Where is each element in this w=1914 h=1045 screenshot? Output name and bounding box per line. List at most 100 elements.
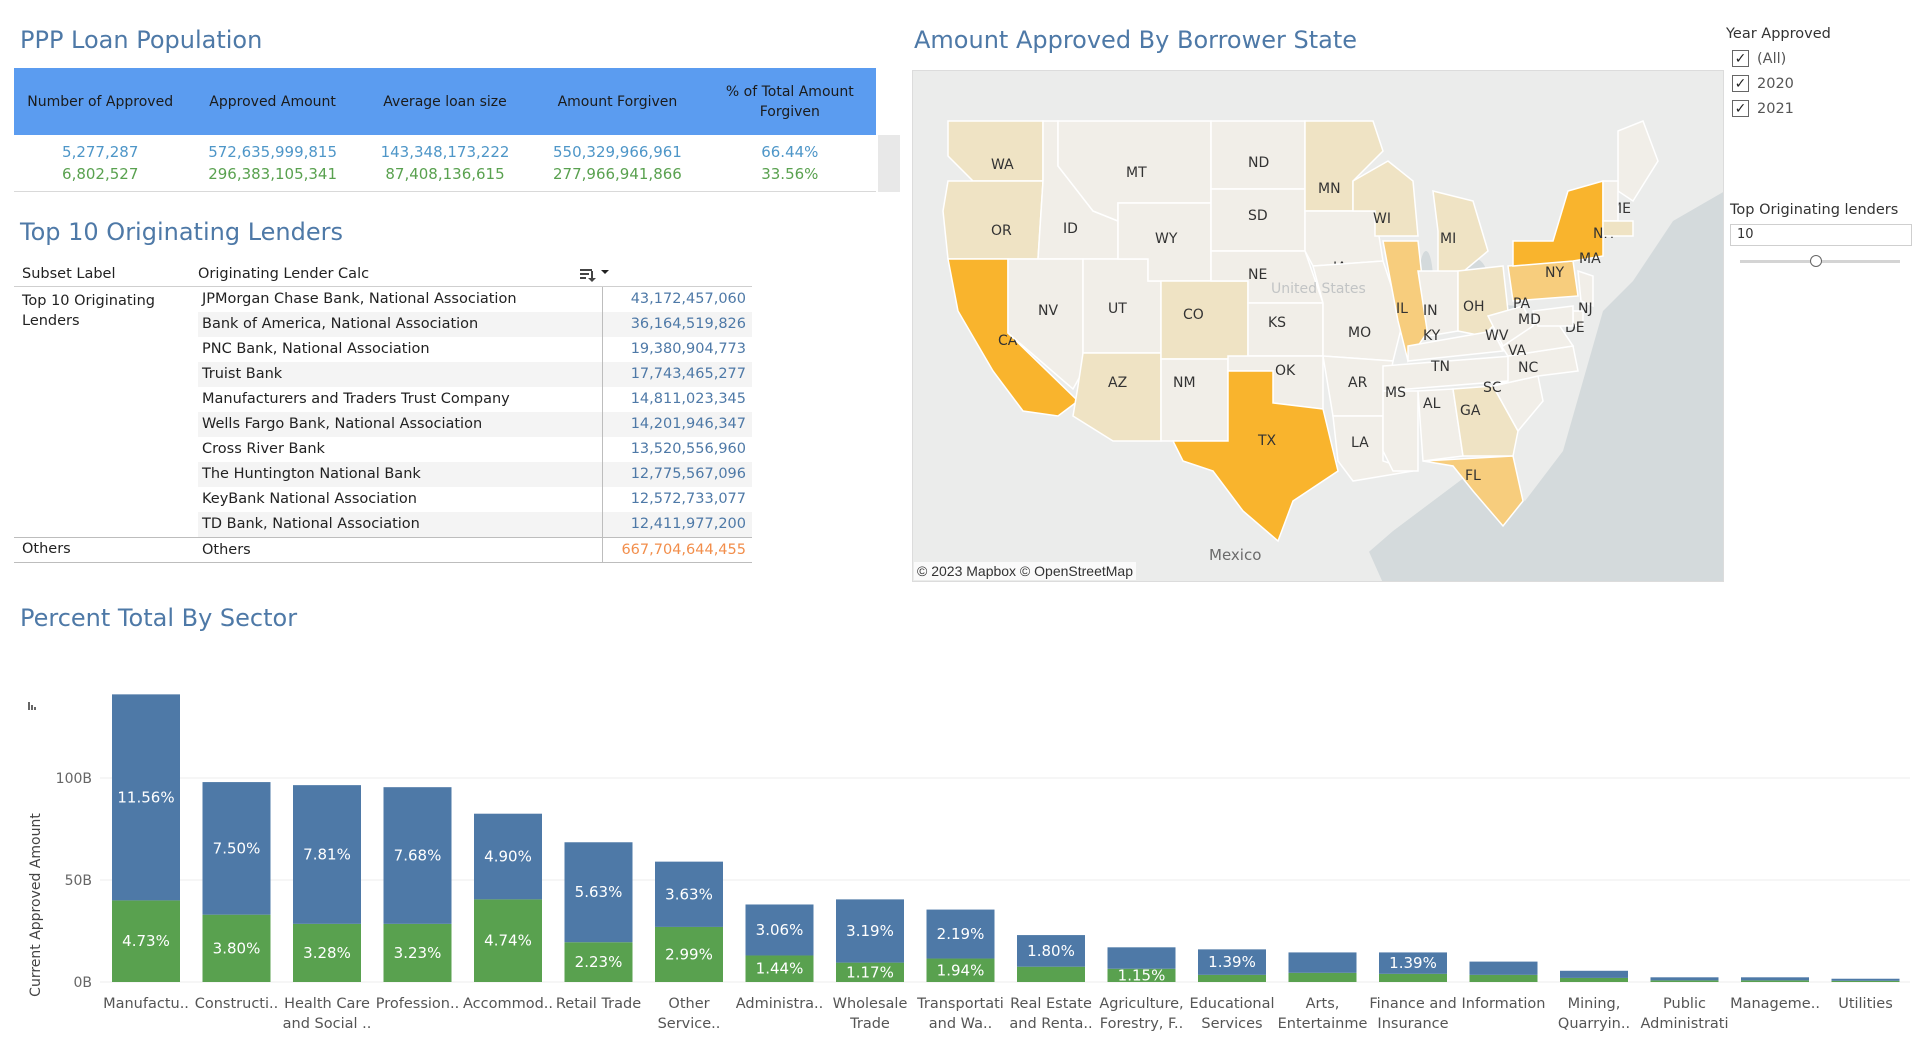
lender-row[interactable]: Cross River Bank 13,520,556,960 <box>14 437 752 462</box>
sector-bar-segment[interactable] <box>474 899 542 982</box>
kpi-scrollbar[interactable] <box>878 135 900 192</box>
lender-row[interactable]: KeyBank National Association 12,572,733,0… <box>14 487 752 512</box>
lender-row[interactable]: Bank of America, National Association 36,… <box>14 312 752 337</box>
kpi-header-approved-count[interactable]: Number of Approved <box>27 93 174 110</box>
sector-bar-segment[interactable] <box>1379 952 1447 974</box>
col-subset-label[interactable]: Subset Label <box>22 266 116 282</box>
state-ma[interactable] <box>1602 220 1634 237</box>
sector-bar-segment[interactable] <box>1198 974 1266 982</box>
kpi-header-amount-forgiven[interactable]: Amount Forgiven <box>557 93 678 110</box>
sector-bar-segment[interactable] <box>1741 977 1809 981</box>
state-or[interactable] <box>942 180 1044 260</box>
lender-row[interactable]: JPMorgan Chase Bank, National Associatio… <box>14 287 752 312</box>
sector-bar-segment[interactable] <box>112 900 180 982</box>
kpi-value[interactable]: 6,802,527 <box>62 165 139 183</box>
state-nm[interactable] <box>1160 358 1229 442</box>
sector-bar-segment[interactable] <box>1288 972 1357 982</box>
sector-bar-segment[interactable] <box>655 861 723 927</box>
lender-row[interactable]: TD Bank, National Association 12,411,977,… <box>14 512 752 537</box>
state-nj[interactable] <box>1577 269 1594 308</box>
slider-handle[interactable] <box>1810 255 1822 267</box>
top-lenders-input[interactable]: 10 <box>1730 224 1912 246</box>
state-pa[interactable] <box>1507 260 1579 302</box>
sector-bar-segment[interactable] <box>1379 973 1447 982</box>
sector-bar-segment[interactable] <box>383 787 452 924</box>
lender-row[interactable]: Truist Bank 17,743,465,277 <box>14 362 752 387</box>
sector-bar-segment[interactable] <box>202 782 271 915</box>
sector-bar-segment[interactable] <box>745 955 814 982</box>
kpi-value[interactable]: 143,348,173,222 <box>380 143 510 161</box>
col-lender-calc[interactable]: Originating Lender Calc <box>198 266 370 282</box>
sector-bar-segment[interactable] <box>1741 980 1809 982</box>
sector-bar-segment[interactable] <box>836 962 904 982</box>
kpi-value[interactable]: 572,635,999,815 <box>208 143 338 161</box>
sector-bar-segment[interactable] <box>383 923 452 982</box>
lender-row[interactable]: The Huntington National Bank 12,775,567,0… <box>14 462 752 487</box>
sector-bar-segment[interactable] <box>655 926 723 982</box>
kpi-header-approved-amount[interactable]: Approved Amount <box>209 93 336 110</box>
kpi-value[interactable]: 33.56% <box>761 165 819 183</box>
year-option-2021[interactable]: ✓ 2021 <box>1726 96 1912 121</box>
map-credit[interactable]: © 2023 Mapbox © OpenStreetMap <box>914 562 1136 580</box>
state-ms[interactable] <box>1382 390 1419 472</box>
state-tx[interactable] <box>1171 370 1339 543</box>
state-fl[interactable] <box>1422 455 1524 528</box>
state-nh[interactable] <box>1602 180 1619 222</box>
sector-bar-segment[interactable] <box>474 813 542 900</box>
sector-bar-segment[interactable] <box>564 942 633 982</box>
sector-bar-segment[interactable] <box>1107 968 1176 982</box>
sector-bar-segment[interactable] <box>202 914 271 982</box>
kpi-header-pct-forgiven[interactable]: % of Total Amount Forgiven <box>725 83 854 120</box>
kpi-value[interactable]: 87,408,136,615 <box>385 165 505 183</box>
sector-bar-segment[interactable] <box>293 923 361 982</box>
state-wv[interactable] <box>1486 305 1534 348</box>
sector-bar-segment[interactable] <box>1831 978 1900 981</box>
kpi-header-average-loan[interactable]: Average loan size <box>383 93 507 110</box>
state-label: VA <box>1508 343 1527 359</box>
year-option-2020[interactable]: ✓ 2020 <box>1726 71 1912 96</box>
sector-bar-segment[interactable] <box>926 958 995 982</box>
sector-bar-segment[interactable] <box>1831 980 1900 982</box>
sector-bar-segment[interactable] <box>1017 935 1085 967</box>
lender-row[interactable]: Wells Fargo Bank, National Association 14… <box>14 412 752 437</box>
kpi-value[interactable]: 66.44% <box>761 143 819 161</box>
state-co[interactable] <box>1160 280 1249 360</box>
sector-bar-segment[interactable] <box>112 694 180 901</box>
sector-bar-segment[interactable] <box>293 785 361 924</box>
checkbox-checked-icon[interactable]: ✓ <box>1732 100 1749 117</box>
sector-bar-segment[interactable] <box>1560 970 1628 978</box>
sector-bar-segment[interactable] <box>1288 952 1357 973</box>
kpi-value[interactable]: 550,329,966,961 <box>553 143 682 161</box>
sector-bar-segment[interactable] <box>1198 949 1266 975</box>
sector-bar-segment[interactable] <box>1650 980 1719 982</box>
state-md[interactable] <box>1531 305 1574 327</box>
sector-bar-segment[interactable] <box>564 842 633 943</box>
sector-bar-segment[interactable] <box>1469 961 1538 975</box>
sector-bar-segment[interactable] <box>1469 974 1538 982</box>
checkbox-checked-icon[interactable]: ✓ <box>1732 50 1749 67</box>
sector-bar-segment[interactable] <box>1650 977 1719 981</box>
top-lenders-slider[interactable] <box>1730 254 1900 268</box>
state-ky[interactable] <box>1407 330 1505 362</box>
state-wi[interactable] <box>1352 160 1419 237</box>
sector-bar-segment[interactable] <box>926 909 995 959</box>
kpi-value[interactable]: 5,277,287 <box>62 143 139 161</box>
lender-row-others[interactable]: Others Others 667,704,644,455 <box>14 537 752 563</box>
kpi-value[interactable]: 296,383,105,341 <box>208 165 338 183</box>
sort-icon[interactable] <box>580 266 610 282</box>
state-map[interactable]: WAORCAIDNVUTAZMTWYCONMNDSDNEKSOKTXMNIAMO… <box>912 70 1724 582</box>
sector-bar-segment[interactable] <box>745 904 814 956</box>
lender-row[interactable]: Manufacturers and Traders Trust Company 1… <box>14 387 752 412</box>
axis-sort-icon[interactable] <box>28 702 36 710</box>
state-ga[interactable] <box>1452 385 1519 457</box>
checkbox-checked-icon[interactable]: ✓ <box>1732 75 1749 92</box>
year-option-all[interactable]: ✓ (All) <box>1726 46 1912 71</box>
sector-bar-segment[interactable] <box>836 899 904 963</box>
state-nv[interactable] <box>1007 258 1084 391</box>
state-ia[interactable] <box>1304 210 1384 267</box>
kpi-value[interactable]: 277,966,941,866 <box>553 165 682 183</box>
sector-bar-segment[interactable] <box>1017 966 1085 982</box>
lender-row[interactable]: PNC Bank, National Association 19,380,904… <box>14 337 752 362</box>
sector-bar-segment[interactable] <box>1560 977 1628 982</box>
sector-bar-segment[interactable] <box>1107 947 1176 969</box>
